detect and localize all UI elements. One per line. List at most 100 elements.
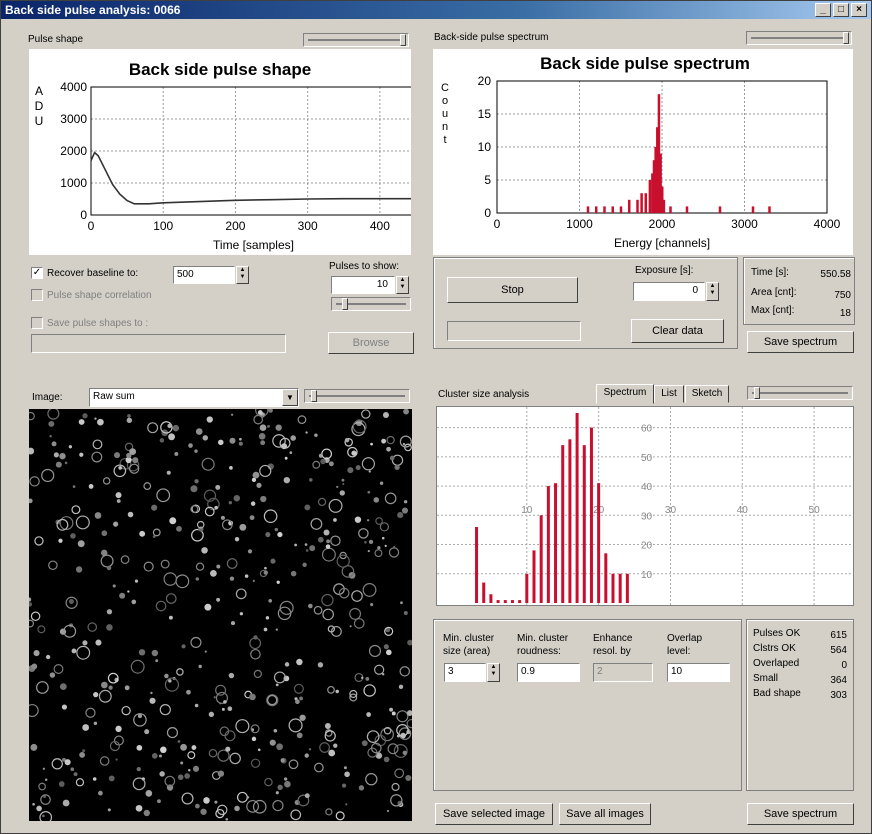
spectrum-bar xyxy=(652,160,656,213)
cluster-ring xyxy=(330,625,342,637)
cluster-dot xyxy=(233,494,241,502)
cluster-dot xyxy=(385,649,392,656)
y-tick-label: 3000 xyxy=(60,112,87,126)
cluster-dot xyxy=(32,802,35,806)
y-axis-label-char: U xyxy=(35,114,44,128)
spectrum-bar xyxy=(595,206,598,213)
save-pulse-shapes-path-input[interactable] xyxy=(31,334,286,353)
cluster-dot xyxy=(368,470,371,473)
spectrum-slider[interactable] xyxy=(746,31,852,45)
cluster-ring xyxy=(314,762,324,773)
cluster-dot xyxy=(275,424,282,431)
chart-title: Back side pulse spectrum xyxy=(540,54,750,73)
cluster-dot xyxy=(268,408,273,413)
cluster-bar xyxy=(589,427,593,603)
cluster-dot xyxy=(228,672,235,679)
save-cluster-spectrum-button[interactable]: Save spectrum xyxy=(747,803,854,825)
stat-value: 615 xyxy=(830,630,847,641)
overlap-input[interactable]: 10 xyxy=(667,663,730,682)
time-value: 550.58 xyxy=(820,269,851,280)
cluster-dot xyxy=(27,447,35,455)
tab-sketch[interactable]: Sketch xyxy=(685,385,729,403)
cluster-dot xyxy=(336,485,339,489)
cluster-size-plot: 1020304050601020304050 xyxy=(436,406,854,606)
recover-baseline-spinner[interactable]: ▲ ▼ xyxy=(236,266,249,284)
cluster-dot xyxy=(269,739,276,746)
cluster-dot xyxy=(386,446,391,452)
close-button[interactable]: × xyxy=(851,3,867,17)
cluster-dot xyxy=(228,500,233,505)
clear-data-button[interactable]: Clear data xyxy=(631,319,724,343)
min-size-input[interactable]: 3 xyxy=(444,663,486,682)
cluster-ring xyxy=(288,759,299,770)
save-spectrum-button[interactable]: Save spectrum xyxy=(747,331,854,353)
maximize-button[interactable]: □ xyxy=(833,3,849,17)
cluster-dot xyxy=(30,743,38,751)
exposure-input[interactable]: 0 xyxy=(633,282,705,301)
image-select[interactable]: Raw sum xyxy=(89,388,299,407)
image-slider[interactable] xyxy=(304,389,410,403)
cluster-dot xyxy=(198,664,202,669)
spectrum-bar xyxy=(644,193,647,213)
recover-baseline-checkbox[interactable]: ✓ xyxy=(31,267,43,279)
x-tick-label: 4000 xyxy=(814,217,841,231)
cluster-dot xyxy=(94,417,97,420)
cluster-dot xyxy=(126,452,132,459)
cluster-ring xyxy=(165,593,177,604)
recover-baseline-input[interactable]: 500 xyxy=(173,266,235,284)
cluster-ring xyxy=(160,421,173,434)
cluster-dot xyxy=(389,455,395,461)
cluster-slider[interactable] xyxy=(747,386,853,400)
pulse-shape-slider[interactable] xyxy=(303,33,409,47)
pulse-shape-correlation-checkbox[interactable] xyxy=(31,289,43,301)
stop-button[interactable]: Stop xyxy=(447,277,578,303)
cluster-ring xyxy=(406,718,416,729)
cluster-dot xyxy=(62,799,70,807)
y-tick-label: 50 xyxy=(641,453,653,464)
cluster-dot xyxy=(204,603,212,611)
cluster-dot xyxy=(136,766,141,772)
cluster-dot xyxy=(113,521,119,527)
save-pulse-shapes-checkbox[interactable] xyxy=(31,317,43,329)
pulses-to-show-spinner[interactable]: ▲ ▼ xyxy=(396,276,409,294)
cluster-dot xyxy=(358,785,365,791)
cluster-dot xyxy=(125,456,132,464)
cluster-dot xyxy=(70,533,76,539)
cluster-dot xyxy=(191,745,197,751)
exposure-spinner[interactable]: ▲ ▼ xyxy=(706,282,719,301)
min-roundness-input[interactable]: 0.9 xyxy=(517,663,580,682)
tab-list[interactable]: List xyxy=(654,385,684,403)
cluster-ring xyxy=(310,518,323,530)
cluster-ring xyxy=(259,464,272,478)
cluster-ring xyxy=(398,727,412,740)
cluster-ring xyxy=(91,451,103,463)
pulse-shape-group-label: Pulse shape xyxy=(28,34,84,45)
browse-button[interactable]: Browse xyxy=(328,332,414,354)
cluster-dot xyxy=(164,673,169,679)
y-axis-label-char: C xyxy=(441,82,449,94)
save-selected-image-button[interactable]: Save selected image xyxy=(435,803,553,825)
cluster-dot xyxy=(127,414,131,418)
save-all-images-button[interactable]: Save all images xyxy=(559,803,651,825)
pulses-to-show-input[interactable]: 10 xyxy=(331,276,395,294)
stat-label: Small xyxy=(753,673,779,684)
tab-spectrum[interactable]: Spectrum xyxy=(596,384,654,404)
cluster-bar xyxy=(496,600,500,603)
minimize-button[interactable]: _ xyxy=(815,3,831,17)
cluster-dot xyxy=(268,598,273,603)
cluster-ring xyxy=(203,489,217,502)
cluster-ring xyxy=(375,517,383,525)
enhance-input[interactable]: 2 xyxy=(593,663,653,682)
save-pulse-shapes-label: Save pulse shapes to : xyxy=(47,318,149,329)
cluster-dot xyxy=(88,484,94,489)
cluster-dot xyxy=(82,413,88,419)
pulses-to-show-slider[interactable] xyxy=(331,297,411,311)
cluster-ring xyxy=(319,742,330,753)
cluster-dot xyxy=(78,419,85,425)
cluster-dot xyxy=(383,644,389,650)
spectrum-chart: Back side pulse spectrum 0 1000 2000 3000 400… xyxy=(441,54,841,250)
cluster-dot xyxy=(402,442,406,446)
chevron-down-icon[interactable]: ▼ xyxy=(282,389,298,406)
spectrum-group-label: Back-side pulse spectrum xyxy=(434,32,549,43)
min-size-spinner[interactable]: ▲ ▼ xyxy=(487,663,500,682)
